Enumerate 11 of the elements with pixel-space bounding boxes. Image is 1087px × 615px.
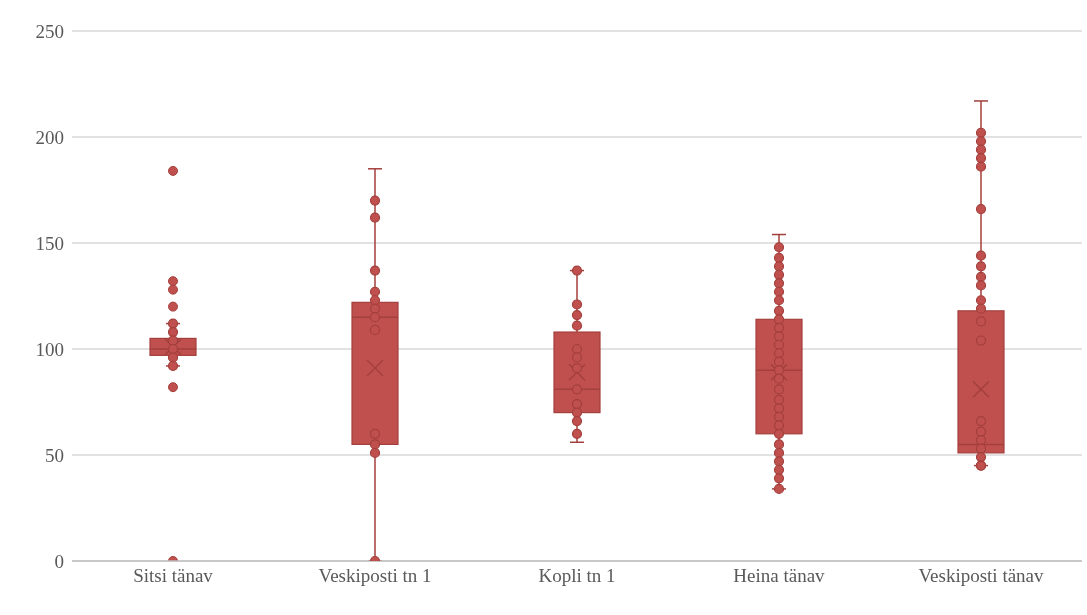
x-tick-label: Veskiposti tänav: [918, 565, 1045, 587]
x-tick-label: Veskiposti tn 1: [318, 565, 432, 587]
x-tick-label: Sitsi tänav: [133, 565, 214, 587]
y-tick-label: 150: [35, 232, 64, 254]
x-tick-label: Heina tänav: [733, 565, 826, 587]
y-tick-label: 100: [35, 338, 64, 360]
y-tick-label: 0: [54, 550, 64, 572]
y-tick-label: 200: [35, 126, 64, 148]
y-tick-label: 50: [45, 444, 64, 466]
x-tick-label: Kopli tn 1: [538, 565, 616, 587]
y-tick-label: 250: [35, 20, 64, 42]
